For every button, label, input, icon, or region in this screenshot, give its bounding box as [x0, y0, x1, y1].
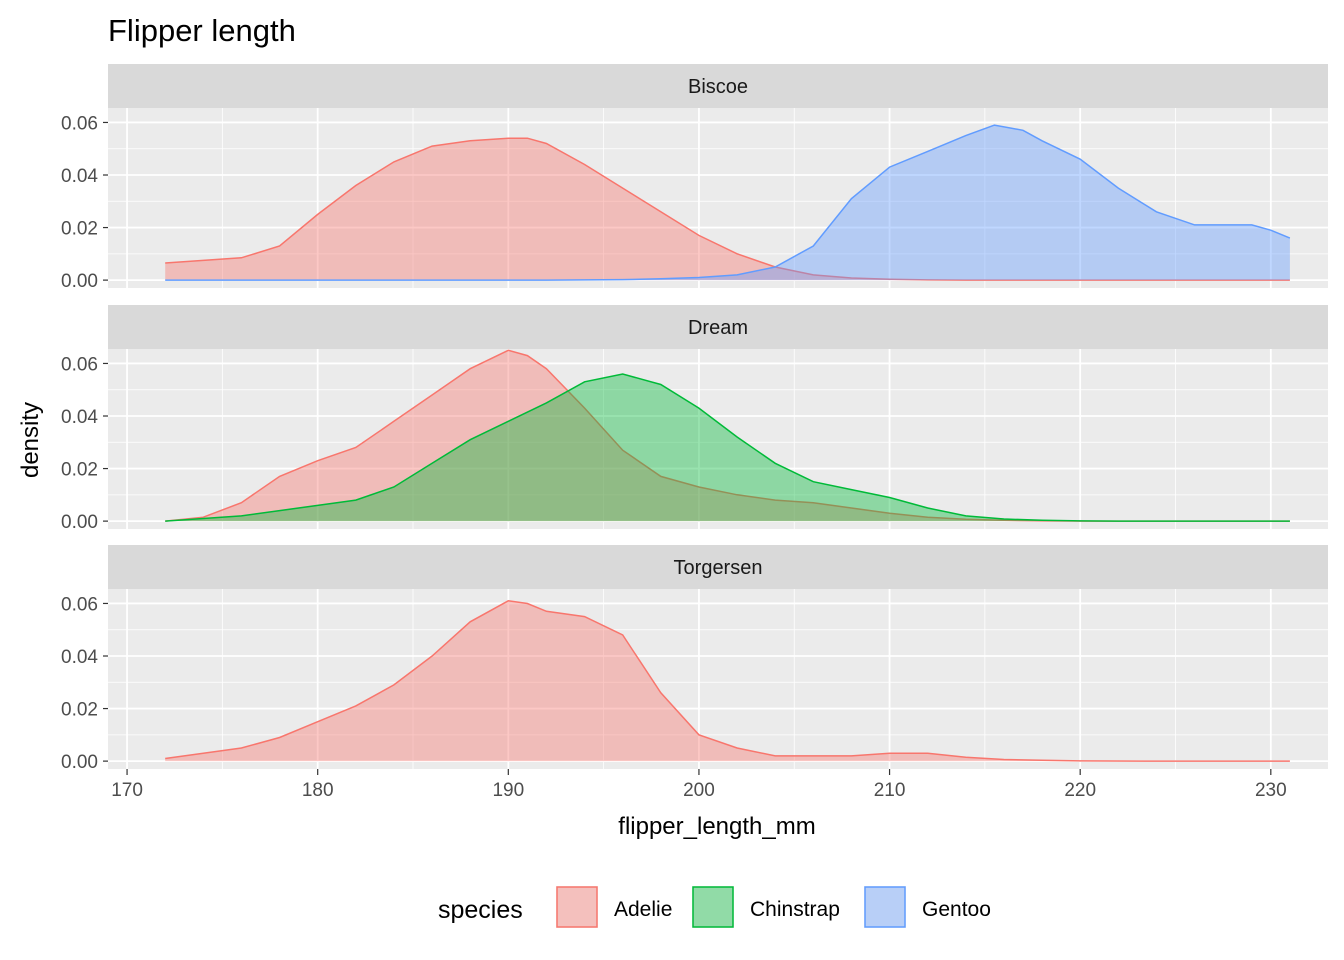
density-area-adelie [165, 350, 1290, 522]
panel-biscoe: Biscoe 0.00 0.02 0.04 0.06 [61, 64, 1328, 292]
x-tick-label: 180 [302, 780, 334, 801]
panel-dream: Dream 0.00 0.02 0.04 0.06 [61, 305, 1328, 533]
panel-background [108, 349, 1328, 529]
density-line-adelie [165, 600, 1290, 762]
density-area-chinstrap [165, 374, 1290, 522]
x-tick-label: 170 [111, 780, 143, 801]
chart-title: Flipper length [108, 13, 296, 48]
legend-key-adelie [556, 886, 598, 928]
density-area-adelie [165, 138, 1290, 281]
facet-strip [108, 545, 1328, 589]
panel-background [108, 589, 1328, 769]
y-tick-label: 0.04 [61, 166, 98, 187]
legend-key-gentoo [864, 886, 906, 928]
y-tick-label: 0.06 [61, 594, 98, 615]
x-tick-label: 190 [492, 780, 524, 801]
density-area-adelie [165, 600, 1290, 762]
legend: species Adelie Chinstrap Gentoo [438, 886, 991, 928]
density-line-adelie [165, 137, 1290, 281]
x-axis: 170 180 190 200 210 220 230 [111, 769, 1287, 801]
y-tick-label: 0.00 [61, 271, 98, 292]
legend-key-chinstrap [692, 886, 734, 928]
x-tick-label: 200 [683, 780, 715, 801]
y-tick-label: 0.06 [61, 113, 98, 134]
y-tick-label: 0.06 [61, 354, 98, 375]
panel-torgersen: Torgersen 0.00 0.02 0.04 0.06 [61, 545, 1328, 773]
y-tick-label: 0.02 [61, 700, 98, 721]
x-tick-label: 210 [874, 780, 906, 801]
density-line-adelie [165, 349, 1290, 522]
facet-label: Biscoe [688, 76, 748, 98]
density-area-gentoo [165, 125, 1290, 281]
legend-title: species [438, 896, 523, 924]
x-tick-label: 230 [1255, 780, 1287, 801]
x-axis-title: flipper_length_mm [618, 813, 815, 840]
y-tick-label: 0.02 [61, 219, 98, 240]
y-tick-label: 0.00 [61, 752, 98, 773]
y-tick-label: 0.00 [61, 512, 98, 533]
y-tick-label: 0.02 [61, 460, 98, 481]
y-axis-title: density [17, 402, 44, 478]
facet-label: Torgersen [674, 557, 763, 579]
legend-label-adelie: Adelie [614, 898, 672, 921]
facet-strip [108, 64, 1328, 108]
facet-label: Dream [688, 317, 748, 339]
y-tick-label: 0.04 [61, 647, 98, 668]
legend-label-gentoo: Gentoo [922, 898, 991, 921]
legend-label-chinstrap: Chinstrap [750, 898, 840, 921]
legend-key-background [556, 886, 598, 928]
legend-key-background [692, 886, 734, 928]
legend-key-background [864, 886, 906, 928]
x-tick-label: 220 [1064, 780, 1096, 801]
facet-panels: Biscoe 0.00 0.02 0.04 0.06 Dream 0.00 0.02 0.04 0… [61, 64, 1328, 773]
density-line-gentoo [165, 124, 1291, 281]
y-tick-label: 0.04 [61, 407, 98, 428]
facet-strip [108, 305, 1328, 349]
density-line-chinstrap [165, 373, 1290, 522]
panel-background [108, 108, 1328, 288]
